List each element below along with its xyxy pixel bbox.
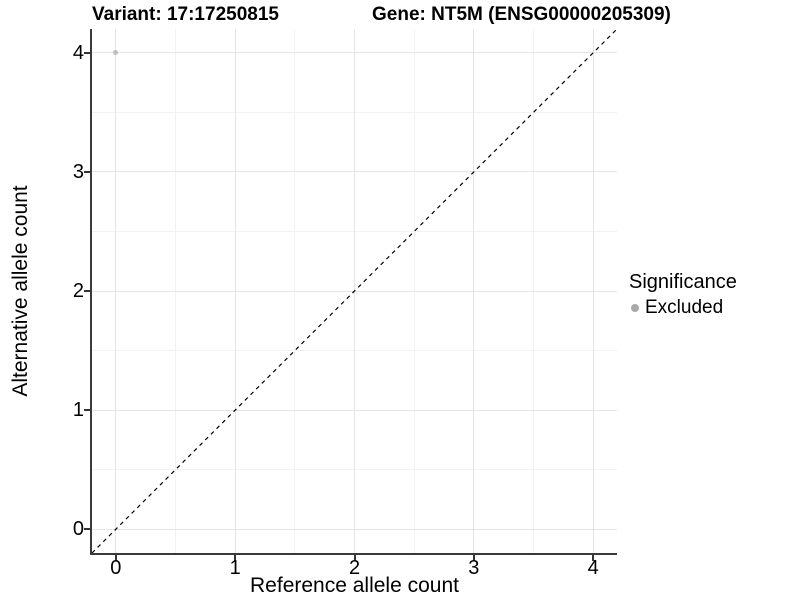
x-tick-mark [234, 555, 237, 561]
identity-line-layer [91, 28, 618, 554]
y-axis-title: Alternative allele count [9, 185, 32, 397]
x-axis-line [90, 553, 617, 555]
excluded-marker-icon [631, 304, 639, 312]
x-tick-label: 4 [587, 557, 599, 579]
x-tick-mark [472, 555, 475, 561]
y-tick-label: 0 [72, 518, 84, 541]
y-tick-label: 1 [72, 399, 84, 422]
y-axis-line [90, 29, 92, 555]
x-tick-mark [592, 555, 595, 561]
plot-panel [91, 28, 618, 554]
legend-entry-excluded: Excluded [631, 297, 737, 319]
data-point [113, 50, 119, 56]
x-tick-label: 1 [229, 557, 241, 579]
y-tick-mark [84, 409, 90, 412]
y-major-gridline [92, 171, 617, 173]
y-tick-label: 3 [72, 160, 84, 183]
y-tick-mark [84, 170, 90, 173]
y-tick-mark [84, 51, 90, 54]
plot-title-variant: Variant: 17:17250815 [92, 4, 279, 25]
identity-dashed-line [91, 28, 618, 554]
y-tick-label: 4 [72, 41, 84, 64]
y-tick-label: 2 [72, 280, 84, 302]
y-tick-mark [84, 290, 90, 292]
x-tick-mark [353, 555, 356, 561]
legend-entry-label: Excluded [645, 297, 724, 318]
y-major-gridline [92, 409, 617, 411]
legend-title: Significance [629, 271, 737, 293]
y-major-gridline [92, 528, 617, 530]
y-tick-mark [84, 528, 90, 531]
x-tick-mark [114, 555, 117, 561]
plot-title-gene: Gene: NT5M (ENSG00000205309) [372, 4, 671, 25]
legend: Significance Excluded [629, 271, 737, 319]
x-tick-label: 2 [348, 557, 361, 579]
x-axis-title: Reference allele count [250, 574, 459, 597]
x-tick-label: 3 [468, 557, 480, 579]
x-tick-label: 0 [110, 557, 122, 579]
y-major-gridline [92, 52, 617, 54]
